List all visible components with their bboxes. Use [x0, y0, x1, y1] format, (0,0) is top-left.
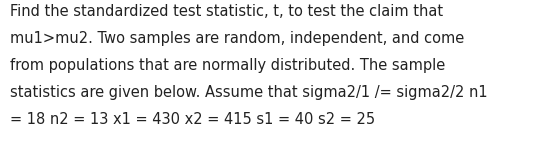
- Text: statistics are given below. Assume that sigma2/1 /= sigma2/2 n1: statistics are given below. Assume that …: [10, 85, 488, 100]
- Text: = 18 n2 = 13 x1 = 430 x2 = 415 s1 = 40 s2 = 25: = 18 n2 = 13 x1 = 430 x2 = 415 s1 = 40 s…: [10, 112, 375, 127]
- Text: from populations that are normally distributed. The sample: from populations that are normally distr…: [10, 58, 445, 73]
- Text: Find the standardized test statistic, t, to test the claim that: Find the standardized test statistic, t,…: [10, 4, 443, 19]
- Text: mu1>mu2. Two samples are random, independent, and come: mu1>mu2. Two samples are random, indepen…: [10, 31, 464, 46]
